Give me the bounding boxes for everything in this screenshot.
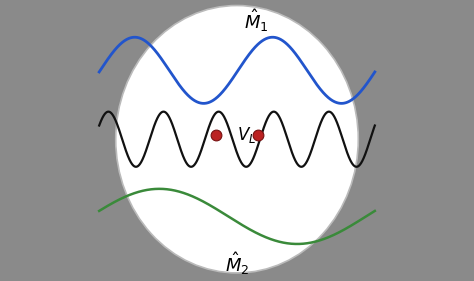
Text: $V_L$: $V_L$ (237, 125, 256, 145)
Point (212, 133, 220, 137)
Text: $\hat{M}_2$: $\hat{M}_2$ (225, 250, 249, 277)
Text: $\hat{M}_1$: $\hat{M}_1$ (244, 7, 269, 34)
Point (254, 133, 262, 137)
Ellipse shape (116, 6, 358, 273)
